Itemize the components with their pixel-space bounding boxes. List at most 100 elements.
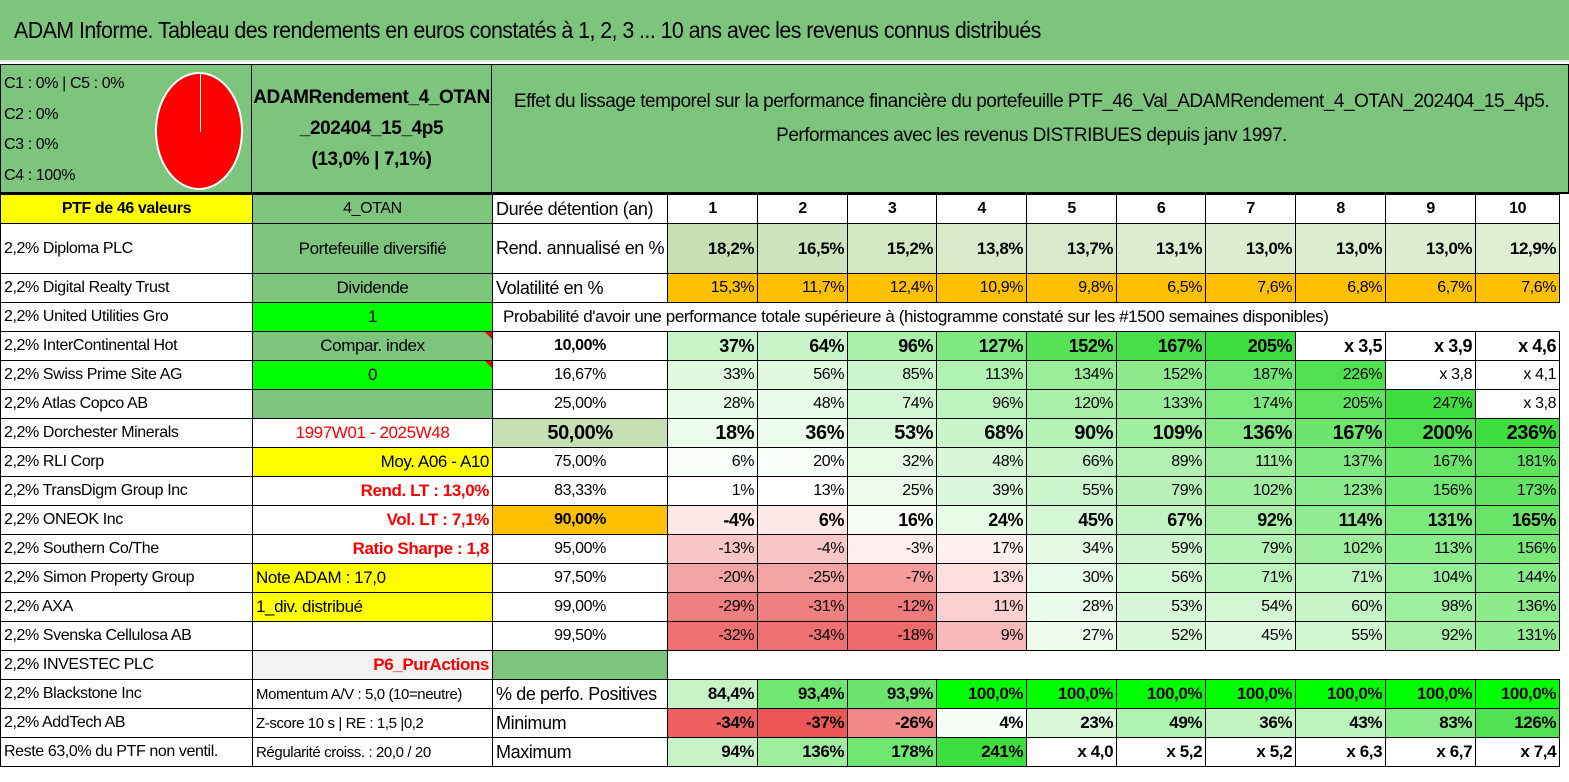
probability-value: 152% (1026, 331, 1118, 361)
probability-value: 205% (1295, 389, 1387, 419)
probability-value: 74% (847, 389, 938, 419)
portfolio-name-panel: ADAMRendement_4_OTAN _202404_15_4p5 (13,… (252, 64, 492, 194)
positive-perf-value: 100,0% (1385, 679, 1477, 709)
probability-value: x 3,8 (1475, 389, 1561, 419)
info-cell: 1997W01 - 2025W48 (252, 418, 493, 448)
probability-value: -4% (757, 534, 849, 564)
probability-value: -18% (847, 621, 938, 651)
probability-threshold: 99,50% (491, 621, 669, 651)
annualized-return-value: 16,5% (757, 223, 849, 274)
probability-value: 173% (1475, 476, 1561, 506)
probability-value: 39% (936, 476, 1028, 506)
probability-value: 13% (757, 476, 849, 506)
probability-value: x 3,8 (1385, 360, 1477, 390)
holding-name: 2,2% Atlas Copco AB (0, 389, 253, 419)
maximum-value: x 5,2 (1205, 737, 1297, 767)
volatility-value: 12,4% (847, 273, 938, 303)
allocation-pie-chart (155, 72, 243, 190)
probability-value: 20% (757, 447, 849, 477)
probability-value: 56% (757, 360, 849, 390)
probability-value: 133% (1116, 389, 1207, 419)
probability-threshold: 99,00% (491, 592, 669, 622)
probability-value: -20% (667, 563, 759, 593)
probability-value: 37% (667, 331, 759, 361)
probability-value: 131% (1475, 621, 1561, 651)
info-cell: 1_div. distribué (252, 592, 493, 622)
year-header: 9 (1385, 194, 1477, 224)
probability-value: 144% (1475, 563, 1561, 593)
positive-perf-value: 93,4% (757, 679, 849, 709)
holding-name: Reste 63,0% du PTF non ventil. (0, 737, 253, 767)
probability-value: 1% (667, 476, 759, 506)
probability-value: 71% (1295, 563, 1387, 593)
label-volatility: Volatilité en % (491, 273, 669, 303)
probability-value: 68% (936, 418, 1028, 448)
label-holding-duration: Durée détention (an) (491, 194, 669, 224)
info-cell: Ratio Sharpe : 1,8 (252, 534, 493, 564)
holding-name: 2,2% TransDigm Group Inc (0, 476, 253, 506)
holding-name: 2,2% Simon Property Group (0, 563, 253, 593)
probability-value: -34% (757, 621, 849, 651)
probability-value: 90% (1026, 418, 1118, 448)
probability-value: 127% (936, 331, 1028, 361)
annualized-return-value: 13,7% (1026, 223, 1118, 274)
year-header: 3 (847, 194, 938, 224)
annualized-return-value: 15,2% (847, 223, 938, 274)
positive-perf-value: 100,0% (1116, 679, 1207, 709)
probability-value: 111% (1205, 447, 1297, 477)
probability-value: 165% (1475, 505, 1561, 535)
holding-name: 2,2% Svenska Cellulosa AB (0, 621, 253, 651)
probability-value: 136% (1205, 418, 1297, 448)
label-annualized-return: Rend. annualisé en % (491, 223, 669, 274)
holding-name: 2,2% AXA (0, 592, 253, 622)
probability-value: 102% (1295, 534, 1387, 564)
probability-value: 167% (1116, 331, 1207, 361)
probability-value: 92% (1205, 505, 1297, 535)
probability-value: 32% (847, 447, 938, 477)
probability-value: 102% (1205, 476, 1297, 506)
maximum-value: 136% (757, 737, 849, 767)
holding-name: 2,2% Diploma PLC (0, 223, 253, 274)
probability-value: 24% (936, 505, 1028, 535)
description-line-1: Effet du lissage temporel sur la perform… (513, 91, 1550, 112)
probability-value: 123% (1295, 476, 1387, 506)
probability-value: 104% (1385, 563, 1477, 593)
probability-threshold: 25,00% (491, 389, 669, 419)
probability-value: 96% (936, 389, 1028, 419)
year-header: 2 (757, 194, 849, 224)
probability-threshold: 95,00% (491, 534, 669, 564)
description-panel: Effet du lissage temporel sur la perform… (492, 64, 1569, 194)
probability-value: 64% (757, 331, 849, 361)
probability-value: 134% (1026, 360, 1118, 390)
probability-value: 114% (1295, 505, 1387, 535)
volatility-value: 7,6% (1475, 273, 1561, 303)
probability-value: 34% (1026, 534, 1118, 564)
allocation-c2: C2 : 0% (4, 106, 59, 123)
minimum-value: -34% (667, 708, 759, 738)
maximum-value: 241% (936, 737, 1028, 767)
probability-value: 247% (1385, 389, 1477, 419)
probability-value: 174% (1205, 389, 1297, 419)
info-cell: Rend. LT : 13,0% (252, 476, 493, 506)
probability-value: x 4,6 (1475, 331, 1561, 361)
info-cell: Dividende (252, 273, 493, 303)
info-index-code: 4_OTAN (252, 194, 493, 224)
info-cell: P6_PurActions (252, 650, 493, 680)
probability-value: 53% (1116, 592, 1207, 622)
probability-value: x 3,9 (1385, 331, 1477, 361)
info-cell: Portefeuille diversifié (252, 223, 493, 274)
positive-perf-value: 100,0% (1475, 679, 1561, 709)
report-title: ADAM Informe. Tableau des rendements en … (14, 16, 1041, 43)
probability-title: Probabilité d'avoir une performance tota… (491, 302, 1560, 332)
annualized-return-value: 13,0% (1295, 223, 1387, 274)
probability-value: 109% (1116, 418, 1207, 448)
probability-value: 17% (936, 534, 1028, 564)
label-positive-perf: % de perfo. Positives (491, 679, 669, 709)
minimum-value: 43% (1295, 708, 1387, 738)
allocation-c1-c5: C1 : 0% | C5 : 0% (4, 75, 125, 92)
annualized-return-value: 18,2% (667, 223, 759, 274)
maximum-value: x 4,0 (1026, 737, 1118, 767)
probability-value: 85% (847, 360, 938, 390)
maximum-value: x 6,7 (1385, 737, 1477, 767)
year-header: 8 (1295, 194, 1387, 224)
